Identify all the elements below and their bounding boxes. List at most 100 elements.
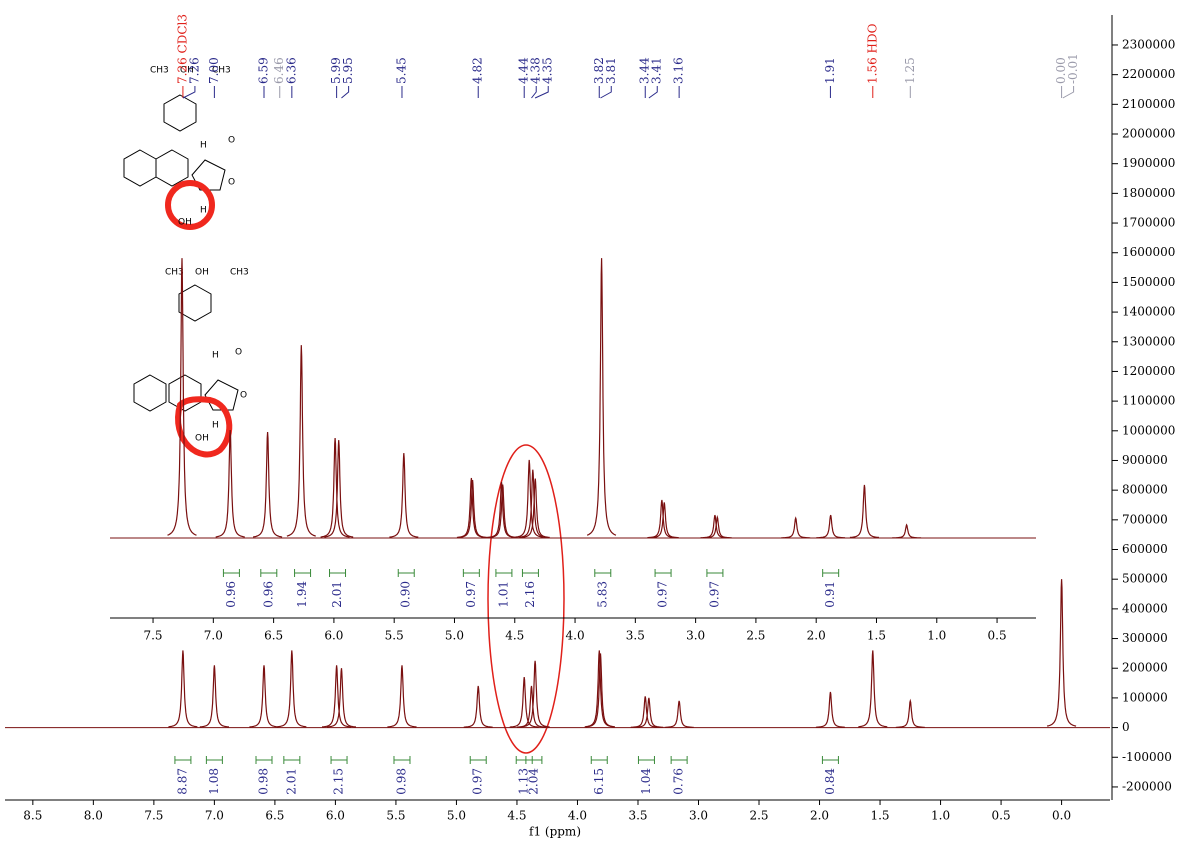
peak-label-tick — [531, 86, 537, 99]
y-tick-label: 1900000 — [1122, 156, 1175, 170]
x-tick-label: 1.5 — [870, 809, 889, 823]
integral-label: 2.01 — [284, 768, 298, 795]
peak — [488, 484, 518, 539]
y-tick-label: 2200000 — [1122, 67, 1175, 81]
peak-label: 4.38 — [529, 57, 543, 84]
integral-bracket — [594, 569, 612, 577]
peak — [1046, 579, 1077, 727]
integral-bracket — [706, 569, 724, 577]
peak-label: 3.16 — [672, 57, 686, 84]
peak — [586, 258, 617, 536]
integral-bracket — [222, 569, 240, 577]
x-tick-label: 3.0 — [686, 629, 705, 643]
ring — [133, 374, 167, 412]
integral-bracket — [393, 756, 411, 764]
atom: CH3 — [165, 268, 184, 278]
integral-label: 0.91 — [823, 581, 837, 608]
integral-label: 8.87 — [175, 768, 189, 795]
peak — [324, 440, 354, 538]
y-tick-label: 2100000 — [1122, 97, 1175, 111]
x-tick-label: 6.0 — [324, 629, 343, 643]
x-tick-label: 3.5 — [628, 809, 647, 823]
y-tick-label: 2000000 — [1122, 127, 1175, 141]
x-tick-label: 2.0 — [807, 629, 826, 643]
y-tick-label: 1200000 — [1122, 364, 1175, 378]
y-tick-label: 1400000 — [1122, 305, 1175, 319]
x-tick-label: 3.5 — [626, 629, 645, 643]
peak — [781, 516, 811, 539]
peak — [387, 665, 417, 728]
x-tick-label: 8.0 — [84, 809, 103, 823]
x-tick-label: 7.5 — [143, 629, 162, 643]
x-tick-label: 3.0 — [689, 809, 708, 823]
y-tick-label: 1300000 — [1122, 334, 1175, 348]
atom: H — [200, 206, 207, 216]
x-tick-label: 4.0 — [568, 809, 587, 823]
peak-label: 6.59 — [257, 57, 271, 84]
y-tick-label: -200000 — [1122, 779, 1172, 793]
integral-label: 2.15 — [332, 768, 346, 795]
y-tick-label: 1000000 — [1122, 423, 1175, 437]
x-tick-label: 5.5 — [385, 629, 404, 643]
integral-bracket — [521, 569, 539, 577]
x-tick-label: 7.5 — [144, 809, 163, 823]
peak-label: 6.46 — [272, 57, 286, 84]
peak — [700, 514, 730, 539]
peak — [816, 514, 846, 539]
peak — [892, 523, 922, 539]
highlight-circle — [175, 396, 233, 458]
peak — [199, 665, 230, 728]
atom: H — [212, 351, 219, 361]
peak — [320, 437, 350, 538]
peak — [647, 499, 677, 539]
x-tick-label: 6.0 — [326, 809, 345, 823]
x-tick-label: 1.0 — [931, 809, 950, 823]
x-tick-label: 0.0 — [1052, 809, 1071, 823]
atom: OH — [195, 434, 209, 444]
x-tick-label: 4.5 — [505, 629, 524, 643]
integral-bracket — [330, 756, 348, 764]
peak-label: -0.01 — [1066, 53, 1080, 84]
peak — [702, 515, 732, 539]
y-tick-label: 1600000 — [1122, 245, 1175, 259]
peak-label: 4.82 — [471, 57, 485, 84]
x-tick-label: 7.0 — [204, 629, 223, 643]
peak — [858, 650, 888, 728]
atom: CH3 — [230, 268, 249, 278]
peak-label: 4.44 — [517, 57, 531, 84]
peak — [326, 668, 356, 728]
highlight-circle — [165, 180, 215, 230]
peak — [463, 685, 493, 728]
integral-bracket — [670, 756, 688, 764]
peak — [277, 650, 307, 728]
peak — [649, 502, 679, 539]
integral-label: 0.96 — [261, 581, 275, 608]
peak — [815, 691, 845, 728]
peak-label: 1.91 — [823, 57, 837, 84]
integral-bracket — [329, 569, 347, 577]
peak — [664, 700, 694, 728]
y-tick-label: 600000 — [1122, 542, 1168, 556]
y-tick-label: 1500000 — [1122, 275, 1175, 289]
x-tick-label: 1.5 — [867, 629, 886, 643]
peak-label: 7.00 — [207, 57, 221, 84]
ring — [123, 149, 157, 187]
integral-bracket — [654, 569, 672, 577]
x-tick-label: 2.5 — [749, 809, 768, 823]
peak-label: 5.45 — [394, 57, 408, 84]
x-tick-label: 0.5 — [992, 809, 1011, 823]
peak-label: 0.00 — [1054, 57, 1068, 84]
peak — [168, 650, 198, 728]
peak-label-tick — [534, 86, 549, 99]
y-tick-label: 200000 — [1122, 661, 1168, 675]
peak — [895, 698, 925, 728]
integral-label: 2.04 — [526, 768, 540, 795]
peak-label: 3.81 — [604, 57, 618, 84]
x-tick-label: 8.5 — [23, 809, 42, 823]
integral-label: 0.84 — [823, 768, 837, 795]
x-axis-label: f1 (ppm) — [529, 825, 581, 839]
peak — [509, 677, 539, 728]
peak — [517, 685, 546, 728]
y-tick-label: 100000 — [1122, 690, 1168, 704]
